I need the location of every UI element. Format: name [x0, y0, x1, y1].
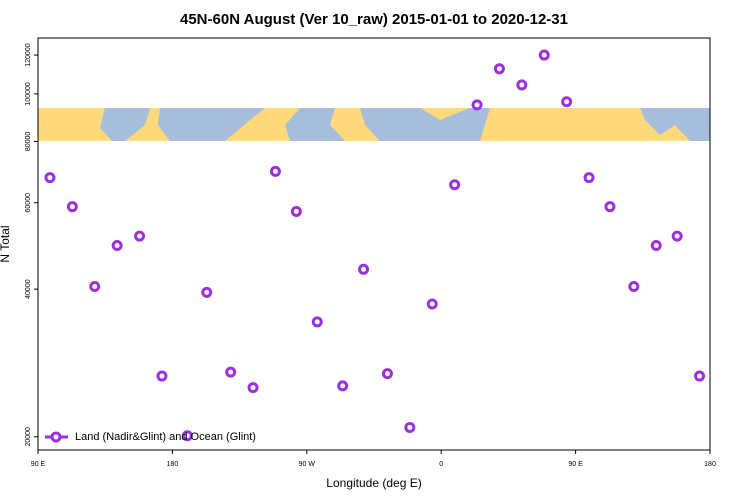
y-axis-label: N Total — [0, 225, 12, 262]
data-point — [538, 49, 550, 61]
legend: Land (Nadir&Glint) and Ocean (Glint) — [45, 431, 256, 443]
y-tick-label: 100000 — [25, 82, 32, 105]
x-tick-label: 90 E — [568, 461, 583, 468]
data-point — [89, 280, 101, 292]
data-point — [156, 370, 168, 382]
legend-label: Land (Nadir&Glint) and Ocean (Glint) — [75, 431, 256, 443]
x-tick-label: 90 E — [31, 461, 46, 468]
data-point — [358, 263, 370, 275]
data-point — [311, 316, 323, 328]
data-point — [269, 165, 281, 177]
data-point — [694, 370, 706, 382]
y-tick-label: 40000 — [25, 279, 32, 299]
data-point — [628, 280, 640, 292]
data-point — [471, 99, 483, 111]
data-point — [44, 172, 56, 184]
data-point — [134, 230, 146, 242]
map-band — [38, 108, 710, 141]
data-point — [493, 63, 505, 75]
data-point — [516, 79, 528, 91]
data-point — [201, 286, 213, 298]
x-axis-label: Longitude (deg E) — [326, 476, 421, 490]
x-tick-label: 90 W — [299, 461, 316, 468]
y-tick-label: 60000 — [25, 193, 32, 213]
data-point — [583, 172, 595, 184]
data-point — [561, 96, 573, 108]
x-tick-label: 180 — [704, 461, 716, 468]
data-point — [671, 230, 683, 242]
y-tick-label: 80000 — [25, 132, 32, 152]
data-point — [404, 421, 416, 433]
legend-marker — [50, 431, 62, 443]
data-point — [66, 201, 78, 213]
data-point — [111, 239, 123, 251]
data-point — [381, 368, 393, 380]
data-point — [337, 380, 349, 392]
plot-frame — [37, 37, 711, 451]
data-point — [225, 366, 237, 378]
y-tick-label: 120000 — [25, 43, 32, 66]
y-tick-label: 20000 — [25, 427, 32, 447]
chart-title: 45N-60N August (Ver 10_raw) 2015-01-01 t… — [180, 11, 568, 28]
data-point — [290, 205, 302, 217]
data-point — [426, 298, 438, 310]
data-point — [650, 239, 662, 251]
data-point — [181, 430, 193, 442]
x-tick-label: 180 — [167, 461, 179, 468]
data-point — [449, 179, 461, 191]
x-tick-label: 0 — [439, 461, 443, 468]
data-point — [604, 201, 616, 213]
data-point — [247, 382, 259, 394]
